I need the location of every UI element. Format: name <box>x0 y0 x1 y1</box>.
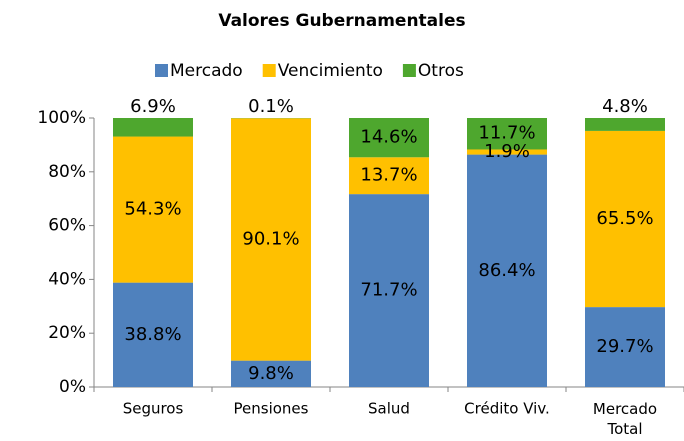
bar-segment <box>113 136 193 283</box>
data-label: 54.3% <box>124 199 181 220</box>
legend-swatch <box>155 64 168 77</box>
data-label: 1.9% <box>484 141 530 162</box>
y-tick-label: 0% <box>59 377 86 397</box>
x-tick-label-line: Total <box>606 420 642 438</box>
legend-swatch <box>262 64 276 77</box>
data-label: 11.7% <box>478 123 535 144</box>
bar-segment <box>467 118 547 150</box>
legend-swatch <box>402 64 416 77</box>
data-label: 71.7% <box>360 280 417 301</box>
x-tick-label: Mercado Total <box>593 400 657 438</box>
bar-segment <box>113 282 193 387</box>
x-tick-label: Crédito Viv. <box>464 400 550 418</box>
y-tick-label: 20% <box>48 323 86 343</box>
y-tick-label: 80% <box>48 162 86 182</box>
x-tick-label: Pensiones <box>234 400 309 418</box>
data-label: 29.7% <box>596 336 653 357</box>
data-label: 14.6% <box>360 127 417 148</box>
data-label: 9.8% <box>248 363 294 384</box>
bar-segment <box>113 118 193 137</box>
legend-label: Otros <box>418 61 464 81</box>
bar-segment <box>467 149 547 155</box>
data-label: 65.5% <box>596 208 653 229</box>
data-label: 90.1% <box>242 228 299 249</box>
bar-segment <box>231 360 311 387</box>
bar-segment <box>585 130 665 308</box>
y-tick-label: 40% <box>48 269 86 289</box>
y-tick-label: 60% <box>48 216 86 236</box>
data-label: 13.7% <box>360 165 417 186</box>
y-tick-label: 100% <box>37 108 86 128</box>
x-tick-label-line: Mercado <box>593 400 657 418</box>
bar-segment <box>585 307 665 387</box>
legend-label: Vencimiento <box>278 61 383 81</box>
data-label: 38.8% <box>124 324 181 345</box>
x-tick-label: Seguros <box>123 400 184 418</box>
bar-segment <box>349 157 429 195</box>
x-tick-label: Salud <box>368 400 410 418</box>
bar-segment <box>231 118 311 361</box>
data-label: 6.9% <box>130 96 176 117</box>
bar-segment <box>585 118 665 131</box>
chart-title: Valores Gubernamentales <box>218 11 465 31</box>
data-label: 86.4% <box>478 260 535 281</box>
data-label: 0.1% <box>248 96 294 117</box>
legend-label: Mercado <box>170 61 243 81</box>
bar-segment <box>349 194 429 387</box>
bar-segment <box>349 118 429 158</box>
data-label: 4.8% <box>602 96 648 117</box>
bar-segment <box>467 154 547 387</box>
